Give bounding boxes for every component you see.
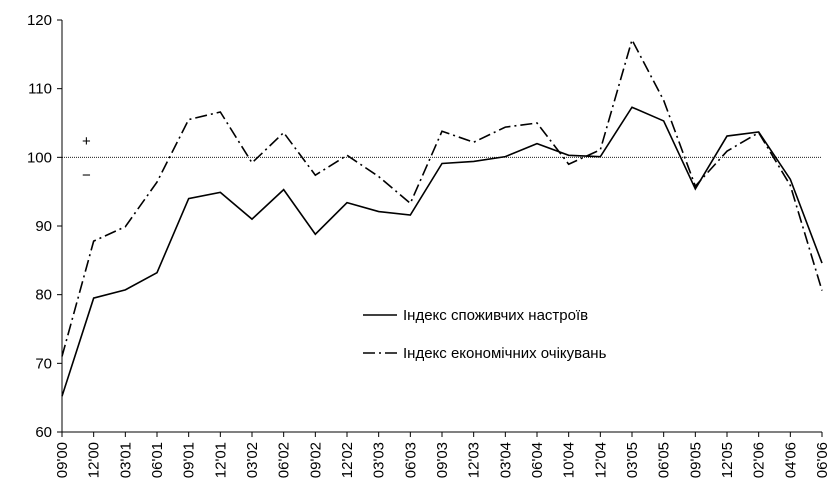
x-tick-label: 06'03 bbox=[402, 442, 419, 478]
y-tick-label: 100 bbox=[27, 149, 52, 166]
y-tick-label: 70 bbox=[35, 355, 52, 372]
x-tick-label: 03'02 bbox=[244, 442, 261, 478]
x-tick-label: 10'04 bbox=[561, 442, 578, 478]
y-tick-label: 80 bbox=[35, 287, 52, 304]
y-tick-label: 60 bbox=[35, 424, 52, 441]
x-tick-label: 02'06 bbox=[751, 442, 768, 478]
x-tick-label: 12'02 bbox=[339, 442, 356, 478]
x-tick-label: 09'03 bbox=[434, 442, 451, 478]
x-tick-label: 03'03 bbox=[371, 442, 388, 478]
x-tick-label: 06'06 bbox=[814, 442, 829, 478]
minus-annotation: − bbox=[82, 167, 91, 184]
y-tick-label: 90 bbox=[35, 218, 52, 235]
x-tick-label: 06'01 bbox=[149, 442, 166, 478]
legend-label: Індекс споживчих настроїв bbox=[403, 307, 588, 324]
x-tick-label: 04'06 bbox=[782, 442, 799, 478]
x-tick-label: 03'05 bbox=[624, 442, 641, 478]
x-tick-label: 12'01 bbox=[212, 442, 229, 478]
y-tick-label: 120 bbox=[27, 12, 52, 29]
x-tick-label: 03'01 bbox=[117, 442, 134, 478]
series-line bbox=[61, 37, 823, 357]
x-tick-label: 06'05 bbox=[656, 442, 673, 478]
x-tick-label: 09'00 bbox=[54, 442, 71, 478]
x-tick-label: 03'04 bbox=[497, 442, 514, 478]
x-tick-label: 09'05 bbox=[687, 442, 704, 478]
x-tick-label: 12'00 bbox=[86, 442, 103, 478]
x-tick-label: 06'02 bbox=[276, 442, 293, 478]
x-tick-label: 12'03 bbox=[466, 442, 483, 478]
y-tick-label: 110 bbox=[28, 81, 52, 98]
plus-annotation: + bbox=[82, 133, 91, 150]
x-tick-label: 06'04 bbox=[529, 442, 546, 478]
legend-label: Індекс економічних очікувань bbox=[403, 345, 607, 362]
x-tick-label: 09'01 bbox=[181, 442, 198, 478]
x-tick-label: 09'02 bbox=[307, 442, 324, 478]
x-tick-label: 12'04 bbox=[592, 442, 609, 478]
series-line bbox=[61, 106, 823, 397]
x-tick-label: 12'05 bbox=[719, 442, 736, 478]
